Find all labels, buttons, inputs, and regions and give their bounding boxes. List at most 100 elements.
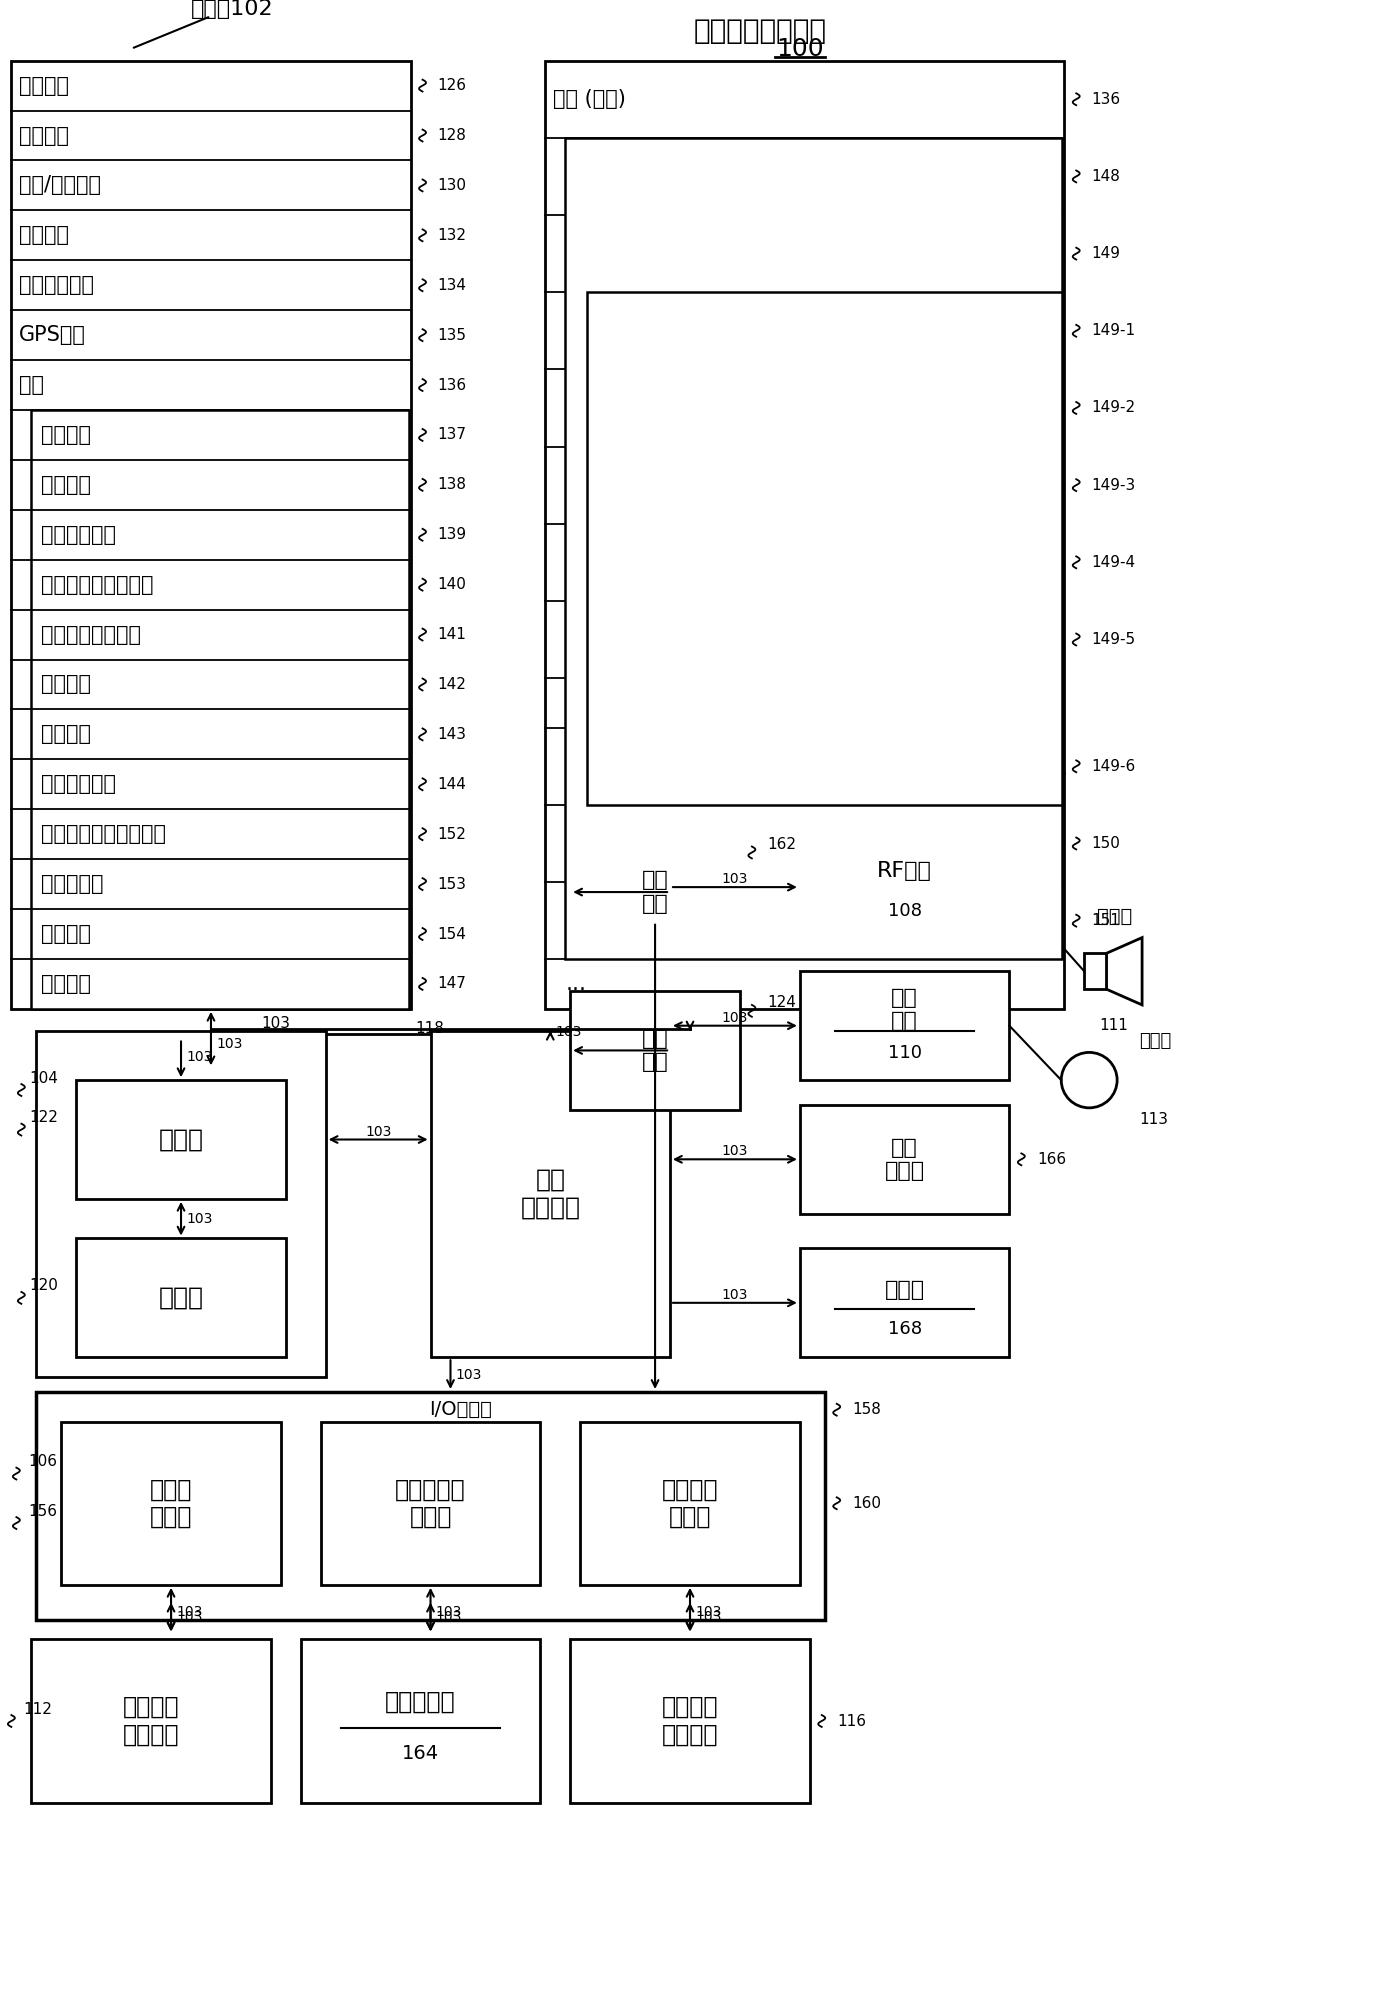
Text: 162: 162 <box>767 837 796 853</box>
Text: 103: 103 <box>722 1145 748 1159</box>
Text: 149-5: 149-5 <box>1092 633 1136 647</box>
Text: 应用: 应用 <box>19 374 44 394</box>
Text: 106: 106 <box>29 1453 58 1469</box>
Bar <box>301 1640 541 1802</box>
Text: 接触模块: 接触模块 <box>41 424 91 444</box>
Text: 149-6: 149-6 <box>1092 759 1136 775</box>
Text: 126: 126 <box>437 78 466 94</box>
Text: 166: 166 <box>1038 1151 1067 1167</box>
Text: ...: ... <box>609 693 631 713</box>
Text: 124: 124 <box>767 995 796 1011</box>
Bar <box>580 1421 800 1586</box>
Text: 118: 118 <box>415 1021 444 1037</box>
Text: ...: ... <box>566 975 586 995</box>
Text: 122: 122 <box>29 1111 58 1125</box>
Text: 视频会议模块: 视频会议模块 <box>41 525 116 545</box>
Text: 135: 135 <box>437 328 466 342</box>
Text: 音频
电路: 音频 电路 <box>891 987 918 1031</box>
Text: 计算器窗口小插件: 计算器窗口小插件 <box>598 476 691 494</box>
Text: 103: 103 <box>186 1211 213 1225</box>
Text: 触摸敏感
显示系统: 触摸敏感 显示系统 <box>123 1696 179 1748</box>
Text: 电话模块: 电话模块 <box>41 474 91 494</box>
Text: 地图模块: 地图模块 <box>41 925 91 945</box>
Text: GPS模块: GPS模块 <box>19 324 86 344</box>
Text: 视频和音乐播放器模块: 视频和音乐播放器模块 <box>41 825 167 845</box>
Text: 137: 137 <box>437 428 466 442</box>
Text: 139: 139 <box>437 527 466 543</box>
Bar <box>320 1421 541 1586</box>
Text: 图像管理模块: 图像管理模块 <box>41 775 116 795</box>
Text: 103: 103 <box>261 1017 290 1031</box>
Bar <box>61 1421 280 1586</box>
Text: 142: 142 <box>437 677 466 693</box>
Text: 149-1: 149-1 <box>1092 322 1136 338</box>
Text: 天气窗口小插件: 天气窗口小插件 <box>598 320 679 340</box>
Text: 103: 103 <box>696 1610 722 1624</box>
Text: 103: 103 <box>696 1606 722 1620</box>
Bar <box>36 1391 825 1620</box>
Text: 外部
端口: 外部 端口 <box>642 1029 668 1071</box>
Text: 112: 112 <box>23 1702 52 1716</box>
Bar <box>32 410 408 1009</box>
Text: 103: 103 <box>177 1610 203 1624</box>
Bar <box>570 1640 810 1802</box>
Bar <box>800 1249 1009 1357</box>
Text: 140: 140 <box>437 577 466 593</box>
Text: 浏览模块: 浏览模块 <box>41 973 91 993</box>
Text: 151: 151 <box>1092 913 1121 929</box>
Text: 闹钟窗口小插件: 闹钟窗口小插件 <box>598 553 679 573</box>
Bar <box>800 833 1009 941</box>
Text: 149-4: 149-4 <box>1092 555 1136 571</box>
Text: 应用 (继续): 应用 (继续) <box>553 90 627 110</box>
Text: 141: 141 <box>437 627 466 643</box>
Text: 103: 103 <box>186 1049 213 1063</box>
Bar <box>1085 953 1107 989</box>
Bar <box>32 1640 270 1802</box>
Text: 100: 100 <box>776 36 824 60</box>
Bar <box>800 1105 1009 1213</box>
Text: 接触/运动模块: 接触/运动模块 <box>19 176 101 196</box>
Text: 147: 147 <box>437 977 466 991</box>
Text: 搜索模块: 搜索模块 <box>575 911 622 931</box>
Text: 用户创建的窗口小插件: 用户创建的窗口小插件 <box>598 757 715 777</box>
Bar <box>76 1239 286 1357</box>
Text: 103: 103 <box>215 1037 243 1051</box>
Bar <box>570 991 740 1109</box>
Text: 操作系统: 操作系统 <box>19 76 69 96</box>
Text: 152: 152 <box>437 827 466 841</box>
Text: 存储器102: 存储器102 <box>190 0 273 20</box>
Text: 文本输入模块: 文本输入模块 <box>19 274 94 294</box>
Text: 其它输入
控制器: 其它输入 控制器 <box>662 1477 718 1530</box>
Text: 134: 134 <box>437 278 466 292</box>
Text: 103: 103 <box>722 873 748 887</box>
Text: 103: 103 <box>436 1606 462 1620</box>
Text: 160: 160 <box>853 1495 882 1512</box>
Text: 103: 103 <box>177 1606 203 1620</box>
Bar <box>36 1031 326 1377</box>
Text: 扬声器: 扬声器 <box>1097 907 1132 927</box>
Text: RF电路: RF电路 <box>878 861 932 881</box>
Text: 136: 136 <box>437 378 466 392</box>
Text: 窗口小插件创建器模块: 窗口小插件创建器模块 <box>575 835 693 853</box>
Text: 148: 148 <box>1092 168 1121 184</box>
Text: 其它输入
控制设备: 其它输入 控制设备 <box>662 1696 718 1748</box>
Text: 136: 136 <box>1092 92 1121 106</box>
Text: 电子邮件客户端模块: 电子邮件客户端模块 <box>41 575 153 595</box>
Text: 接近
传感器: 接近 传感器 <box>885 1137 925 1181</box>
Text: 103: 103 <box>364 1125 392 1139</box>
Bar <box>431 1031 671 1357</box>
Text: 168: 168 <box>887 1319 922 1337</box>
Text: 图形模块: 图形模块 <box>19 226 69 246</box>
Text: 113: 113 <box>1138 1113 1167 1127</box>
Text: 149-3: 149-3 <box>1092 478 1136 492</box>
Text: 103: 103 <box>436 1610 462 1624</box>
Text: 麦克风: 麦克风 <box>1138 1031 1172 1049</box>
Bar <box>545 60 1064 1009</box>
Text: 供电
系统: 供电 系统 <box>642 871 668 913</box>
Text: 143: 143 <box>437 727 466 743</box>
Text: 144: 144 <box>437 777 466 791</box>
Text: 158: 158 <box>853 1401 882 1417</box>
Text: 词典窗口小插件: 词典窗口小插件 <box>598 631 679 649</box>
Text: 控制器: 控制器 <box>159 1127 203 1151</box>
Text: 相机模块: 相机模块 <box>41 725 91 745</box>
